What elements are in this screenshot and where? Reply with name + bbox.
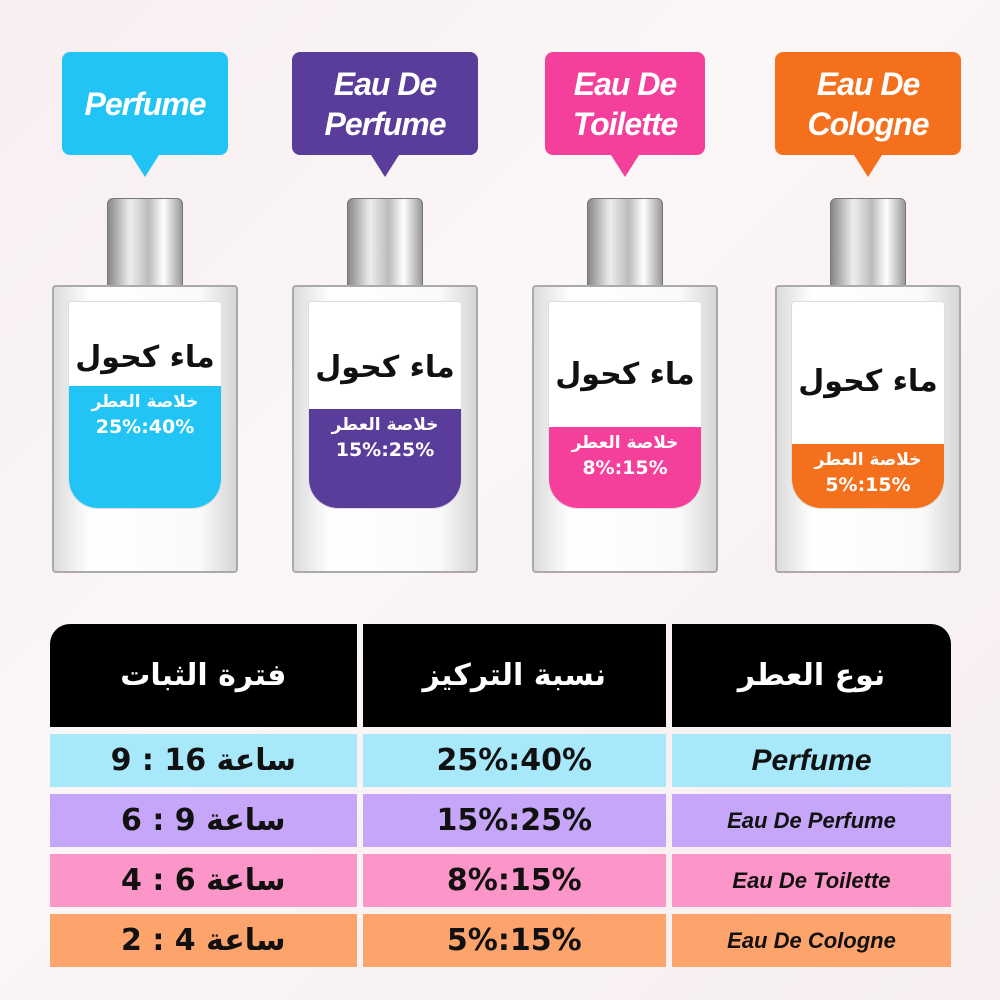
essence-fill: خلاصة العطر 5%:15% bbox=[792, 444, 944, 508]
table-row: 6 : 9 ساعة 15%:25% Eau De Perfume bbox=[50, 794, 951, 847]
water-alcohol-label: ماء كحول bbox=[798, 364, 938, 399]
header-type: نوع العطر bbox=[671, 624, 951, 727]
perfume-bottle: ماء كحول خلاصة العطر 15%:25% bbox=[292, 285, 478, 573]
essence-fill: خلاصة العطر 8%:15% bbox=[549, 426, 701, 508]
essence-label: خلاصة العطر bbox=[331, 415, 439, 436]
essence-ratio: 5%:15% bbox=[825, 474, 911, 497]
header-duration: فترة الثبات bbox=[50, 624, 357, 727]
perfume-bottle: ماء كحول خلاصة العطر 8%:15% bbox=[532, 285, 718, 573]
essence-label: خلاصة العطر bbox=[91, 392, 199, 413]
type-label-bubble: Eau De Toilette bbox=[545, 52, 705, 177]
table-row: 2 : 4 ساعة 5%:15% Eau De Cologne bbox=[50, 914, 951, 967]
essence-fill: خلاصة العطر 15%:25% bbox=[309, 409, 461, 508]
type-label: Perfume bbox=[84, 85, 206, 122]
table-header: فترة الثبات نسبة التركيز نوع العطر bbox=[50, 624, 951, 727]
concentration-cell: 15%:25% bbox=[362, 794, 666, 847]
comparison-table: فترة الثبات نسبة التركيز نوع العطر 9 : 1… bbox=[44, 617, 957, 974]
bottle-cap bbox=[587, 198, 663, 286]
bottle-cap bbox=[347, 198, 423, 286]
duration-cell: 9 : 16 ساعة bbox=[50, 734, 357, 787]
bottle-cap bbox=[107, 198, 183, 286]
duration-cell: 6 : 9 ساعة bbox=[50, 794, 357, 847]
type-label: Eau De Perfume bbox=[324, 65, 446, 142]
type-label: Eau De Cologne bbox=[807, 65, 930, 142]
table-row: 9 : 16 ساعة 25%:40% Perfume bbox=[50, 734, 951, 787]
concentration-cell: 25%:40% bbox=[362, 734, 666, 787]
water-alcohol-label: ماء كحول bbox=[75, 340, 215, 375]
type-cell: Eau De Toilette bbox=[671, 854, 951, 907]
perfume-bottle: ماء كحول خلاصة العطر 5%:15% bbox=[775, 285, 961, 573]
duration-cell: 4 : 6 ساعة bbox=[50, 854, 357, 907]
bottle-cap bbox=[830, 198, 906, 286]
type-label-bubble: Eau De Cologne bbox=[775, 52, 961, 177]
water-alcohol-label: ماء كحول bbox=[555, 356, 695, 392]
water-alcohol-label: ماء كحول bbox=[315, 349, 455, 385]
header-concentration: نسبة التركيز bbox=[362, 624, 666, 727]
table-row: 4 : 6 ساعة 8%:15% Eau De Toilette bbox=[50, 854, 951, 907]
essence-ratio: 15%:25% bbox=[335, 439, 435, 462]
concentration-cell: 8%:15% bbox=[362, 854, 666, 907]
concentration-cell: 5%:15% bbox=[362, 914, 666, 967]
essence-ratio: 8%:15% bbox=[582, 456, 668, 479]
essence-label: خلاصة العطر bbox=[814, 450, 922, 471]
type-label-bubble: Perfume bbox=[62, 52, 228, 177]
essence-ratio: 25%:40% bbox=[95, 416, 195, 439]
essence-fill: خلاصة العطر 25%:40% bbox=[69, 386, 221, 508]
duration-cell: 2 : 4 ساعة bbox=[50, 914, 357, 967]
essence-label: خلاصة العطر bbox=[571, 432, 679, 453]
type-label-bubble: Eau De Perfume bbox=[292, 52, 478, 177]
type-cell: Eau De Perfume bbox=[671, 794, 951, 847]
type-label: Eau De Toilette bbox=[572, 65, 679, 142]
type-cell: Eau De Cologne bbox=[671, 914, 951, 967]
type-cell: Perfume bbox=[671, 734, 951, 787]
perfume-bottle: ماء كحول خلاصة العطر 25%:40% bbox=[52, 285, 238, 573]
